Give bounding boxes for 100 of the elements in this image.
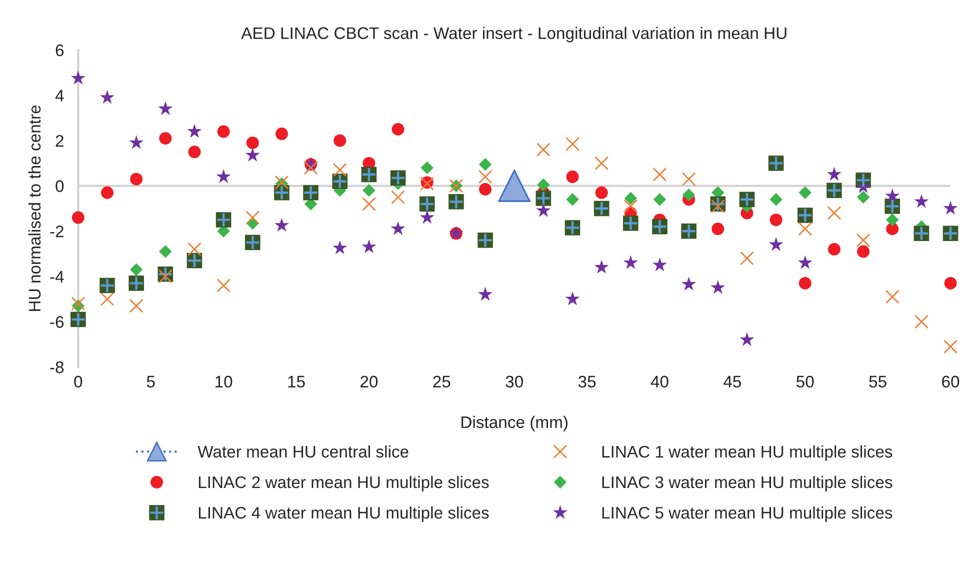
legend-label: LINAC 5 water mean HU multiple slices	[602, 506, 892, 522]
legend-label: LINAC 2 water mean HU multiple slices	[198, 476, 489, 492]
x-tick-label: 30	[506, 376, 523, 388]
point	[885, 290, 900, 304]
point	[944, 340, 958, 354]
point	[885, 188, 900, 202]
point	[798, 276, 812, 290]
x-tick-label: 10	[216, 376, 232, 388]
y-tick-label: 4	[55, 90, 64, 102]
point	[216, 278, 231, 292]
point	[682, 172, 696, 186]
point	[536, 203, 551, 217]
point	[216, 169, 231, 183]
point	[886, 213, 899, 226]
point	[537, 178, 550, 192]
point	[70, 70, 86, 84]
legend-label: Water mean HU central slice	[198, 445, 408, 458]
x-tick-label: 50	[796, 376, 814, 388]
point	[712, 222, 724, 236]
legend-label: LINAC 4 water mean HU multiple slices	[198, 506, 489, 522]
point	[498, 170, 530, 202]
x-axis-title: Distance (mm)	[462, 416, 568, 432]
point	[565, 291, 580, 306]
chart-title: AED LINAC CBCT scan - Water insert - Longitudinal variation in mean HU	[241, 26, 786, 42]
point	[72, 211, 84, 224]
y-tick-label: 6	[56, 44, 64, 56]
x-tick-label: 35	[578, 376, 596, 388]
point	[536, 142, 550, 157]
point	[594, 156, 609, 170]
point	[129, 298, 144, 313]
point	[158, 101, 173, 116]
point	[624, 199, 638, 214]
point	[392, 123, 404, 136]
y-tick-label: -2	[50, 226, 64, 238]
y-axis-title: HU normalised to the centre	[28, 105, 41, 311]
point	[159, 132, 172, 145]
point	[652, 257, 668, 272]
point	[332, 163, 347, 177]
y-tick-label: -6	[50, 316, 64, 328]
point	[770, 193, 782, 206]
point	[798, 186, 812, 200]
point	[246, 210, 260, 225]
point	[130, 172, 143, 186]
point	[682, 276, 696, 291]
legend-label: LINAC 1 water mean HU multiple slices	[602, 445, 892, 461]
point	[420, 161, 434, 174]
point	[652, 168, 667, 182]
point	[479, 183, 492, 196]
x-tick-label: 55	[869, 376, 886, 388]
point	[566, 137, 580, 151]
point	[159, 245, 172, 258]
point	[187, 124, 202, 138]
y-tick-label: -4	[50, 270, 64, 282]
point	[943, 200, 958, 215]
point	[914, 314, 928, 329]
point	[653, 193, 666, 206]
point	[332, 240, 348, 254]
point	[944, 276, 957, 290]
point	[130, 263, 143, 276]
point	[246, 136, 259, 150]
y-tick-label: 2	[56, 134, 64, 147]
point	[478, 158, 492, 171]
x-tick-label: 45	[724, 376, 742, 388]
point	[71, 296, 86, 311]
point	[594, 260, 609, 274]
point	[566, 193, 579, 206]
point	[245, 148, 260, 162]
point	[334, 134, 346, 147]
legend-label: LINAC 3 water mean HU multiple slices	[602, 476, 892, 492]
point	[217, 125, 230, 138]
point	[274, 218, 289, 232]
point	[188, 242, 202, 256]
point	[623, 255, 638, 270]
x-tick-label: 40	[650, 376, 668, 388]
point	[740, 251, 754, 266]
point	[682, 188, 696, 202]
point	[188, 146, 201, 158]
x-tick-label: 60	[942, 376, 960, 388]
point	[566, 170, 579, 184]
point	[391, 190, 405, 204]
x-tick-label: 0	[74, 376, 82, 388]
point	[770, 214, 782, 226]
point	[100, 186, 114, 199]
point	[856, 190, 870, 204]
point	[100, 90, 115, 104]
point	[710, 199, 725, 214]
point	[595, 186, 608, 199]
x-tick-label: 15	[288, 376, 305, 388]
point	[828, 243, 840, 256]
point	[857, 245, 870, 258]
point	[710, 280, 726, 294]
point	[740, 332, 754, 346]
point	[362, 197, 376, 211]
point	[275, 128, 288, 140]
point	[420, 210, 434, 224]
point	[827, 206, 842, 220]
point	[798, 255, 812, 270]
point	[826, 166, 842, 181]
point	[362, 184, 376, 197]
x-tick-label: 20	[360, 376, 378, 388]
